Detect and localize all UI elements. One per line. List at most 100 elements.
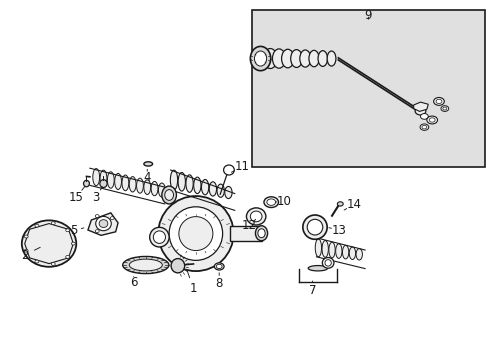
Text: 12: 12 — [242, 219, 256, 232]
Ellipse shape — [254, 48, 268, 69]
Ellipse shape — [65, 256, 69, 258]
Ellipse shape — [281, 49, 293, 68]
Ellipse shape — [209, 182, 216, 196]
Ellipse shape — [96, 216, 111, 231]
Ellipse shape — [325, 260, 330, 266]
Ellipse shape — [162, 186, 176, 204]
Ellipse shape — [24, 249, 28, 252]
Ellipse shape — [153, 231, 165, 243]
Ellipse shape — [302, 215, 326, 239]
Ellipse shape — [136, 178, 143, 193]
Ellipse shape — [435, 99, 441, 104]
Text: 7: 7 — [308, 284, 316, 297]
Text: 3: 3 — [92, 192, 100, 204]
Ellipse shape — [250, 211, 262, 222]
Text: 6: 6 — [130, 276, 137, 289]
Ellipse shape — [315, 239, 321, 257]
Ellipse shape — [110, 217, 114, 220]
Ellipse shape — [65, 229, 69, 232]
Text: 11: 11 — [235, 160, 249, 173]
Ellipse shape — [308, 50, 319, 67]
Ellipse shape — [122, 175, 128, 191]
Ellipse shape — [99, 220, 108, 228]
Ellipse shape — [335, 244, 341, 258]
Text: 4: 4 — [143, 171, 151, 184]
Ellipse shape — [426, 116, 437, 124]
Ellipse shape — [442, 107, 446, 110]
Ellipse shape — [428, 118, 434, 122]
Ellipse shape — [201, 180, 208, 195]
Ellipse shape — [158, 183, 165, 197]
Ellipse shape — [317, 51, 327, 66]
Ellipse shape — [254, 51, 266, 66]
Ellipse shape — [158, 196, 233, 271]
Ellipse shape — [250, 46, 270, 71]
Ellipse shape — [419, 124, 428, 130]
Ellipse shape — [193, 177, 201, 194]
Ellipse shape — [100, 170, 107, 187]
Ellipse shape — [420, 113, 427, 119]
Text: 5: 5 — [69, 224, 77, 237]
Ellipse shape — [169, 207, 222, 260]
Ellipse shape — [143, 180, 150, 194]
Ellipse shape — [93, 168, 100, 186]
Ellipse shape — [217, 184, 224, 197]
Ellipse shape — [95, 230, 99, 233]
Ellipse shape — [337, 202, 343, 206]
Ellipse shape — [149, 227, 169, 247]
Ellipse shape — [322, 240, 328, 257]
Text: 9: 9 — [364, 9, 371, 22]
Ellipse shape — [95, 215, 99, 217]
Ellipse shape — [35, 260, 39, 263]
Ellipse shape — [178, 172, 185, 191]
Ellipse shape — [216, 264, 222, 269]
Text: 2: 2 — [21, 248, 28, 261]
Ellipse shape — [263, 49, 277, 68]
Ellipse shape — [433, 98, 444, 105]
Ellipse shape — [246, 208, 265, 225]
Text: 14: 14 — [346, 198, 361, 211]
Ellipse shape — [24, 235, 28, 238]
Ellipse shape — [355, 249, 362, 260]
Ellipse shape — [421, 125, 426, 129]
Ellipse shape — [264, 197, 278, 207]
Ellipse shape — [185, 175, 193, 192]
Ellipse shape — [122, 256, 168, 274]
Bar — [251, 10, 484, 167]
Ellipse shape — [164, 190, 173, 201]
Ellipse shape — [115, 174, 121, 189]
Ellipse shape — [51, 222, 55, 225]
Ellipse shape — [266, 199, 275, 205]
Ellipse shape — [322, 257, 333, 268]
Ellipse shape — [272, 49, 285, 68]
Bar — [229, 226, 261, 241]
Ellipse shape — [214, 263, 224, 270]
Ellipse shape — [440, 106, 448, 111]
Ellipse shape — [326, 51, 335, 66]
Ellipse shape — [306, 219, 322, 235]
Ellipse shape — [71, 242, 75, 245]
Ellipse shape — [51, 262, 55, 265]
Ellipse shape — [83, 180, 89, 187]
Ellipse shape — [307, 266, 327, 271]
Ellipse shape — [342, 246, 348, 259]
Ellipse shape — [143, 162, 152, 166]
Polygon shape — [25, 224, 73, 264]
Ellipse shape — [299, 50, 310, 67]
Ellipse shape — [28, 226, 70, 261]
Ellipse shape — [223, 165, 234, 175]
Text: 1: 1 — [189, 283, 197, 296]
Ellipse shape — [170, 170, 177, 190]
Ellipse shape — [171, 258, 184, 273]
Ellipse shape — [257, 229, 264, 238]
Ellipse shape — [224, 186, 232, 199]
Ellipse shape — [35, 224, 39, 227]
Ellipse shape — [328, 242, 334, 258]
Ellipse shape — [151, 181, 158, 196]
Ellipse shape — [129, 177, 136, 192]
Polygon shape — [88, 213, 118, 235]
Text: 13: 13 — [331, 224, 346, 237]
Ellipse shape — [348, 247, 355, 260]
Text: 10: 10 — [276, 195, 291, 208]
Ellipse shape — [255, 226, 267, 241]
